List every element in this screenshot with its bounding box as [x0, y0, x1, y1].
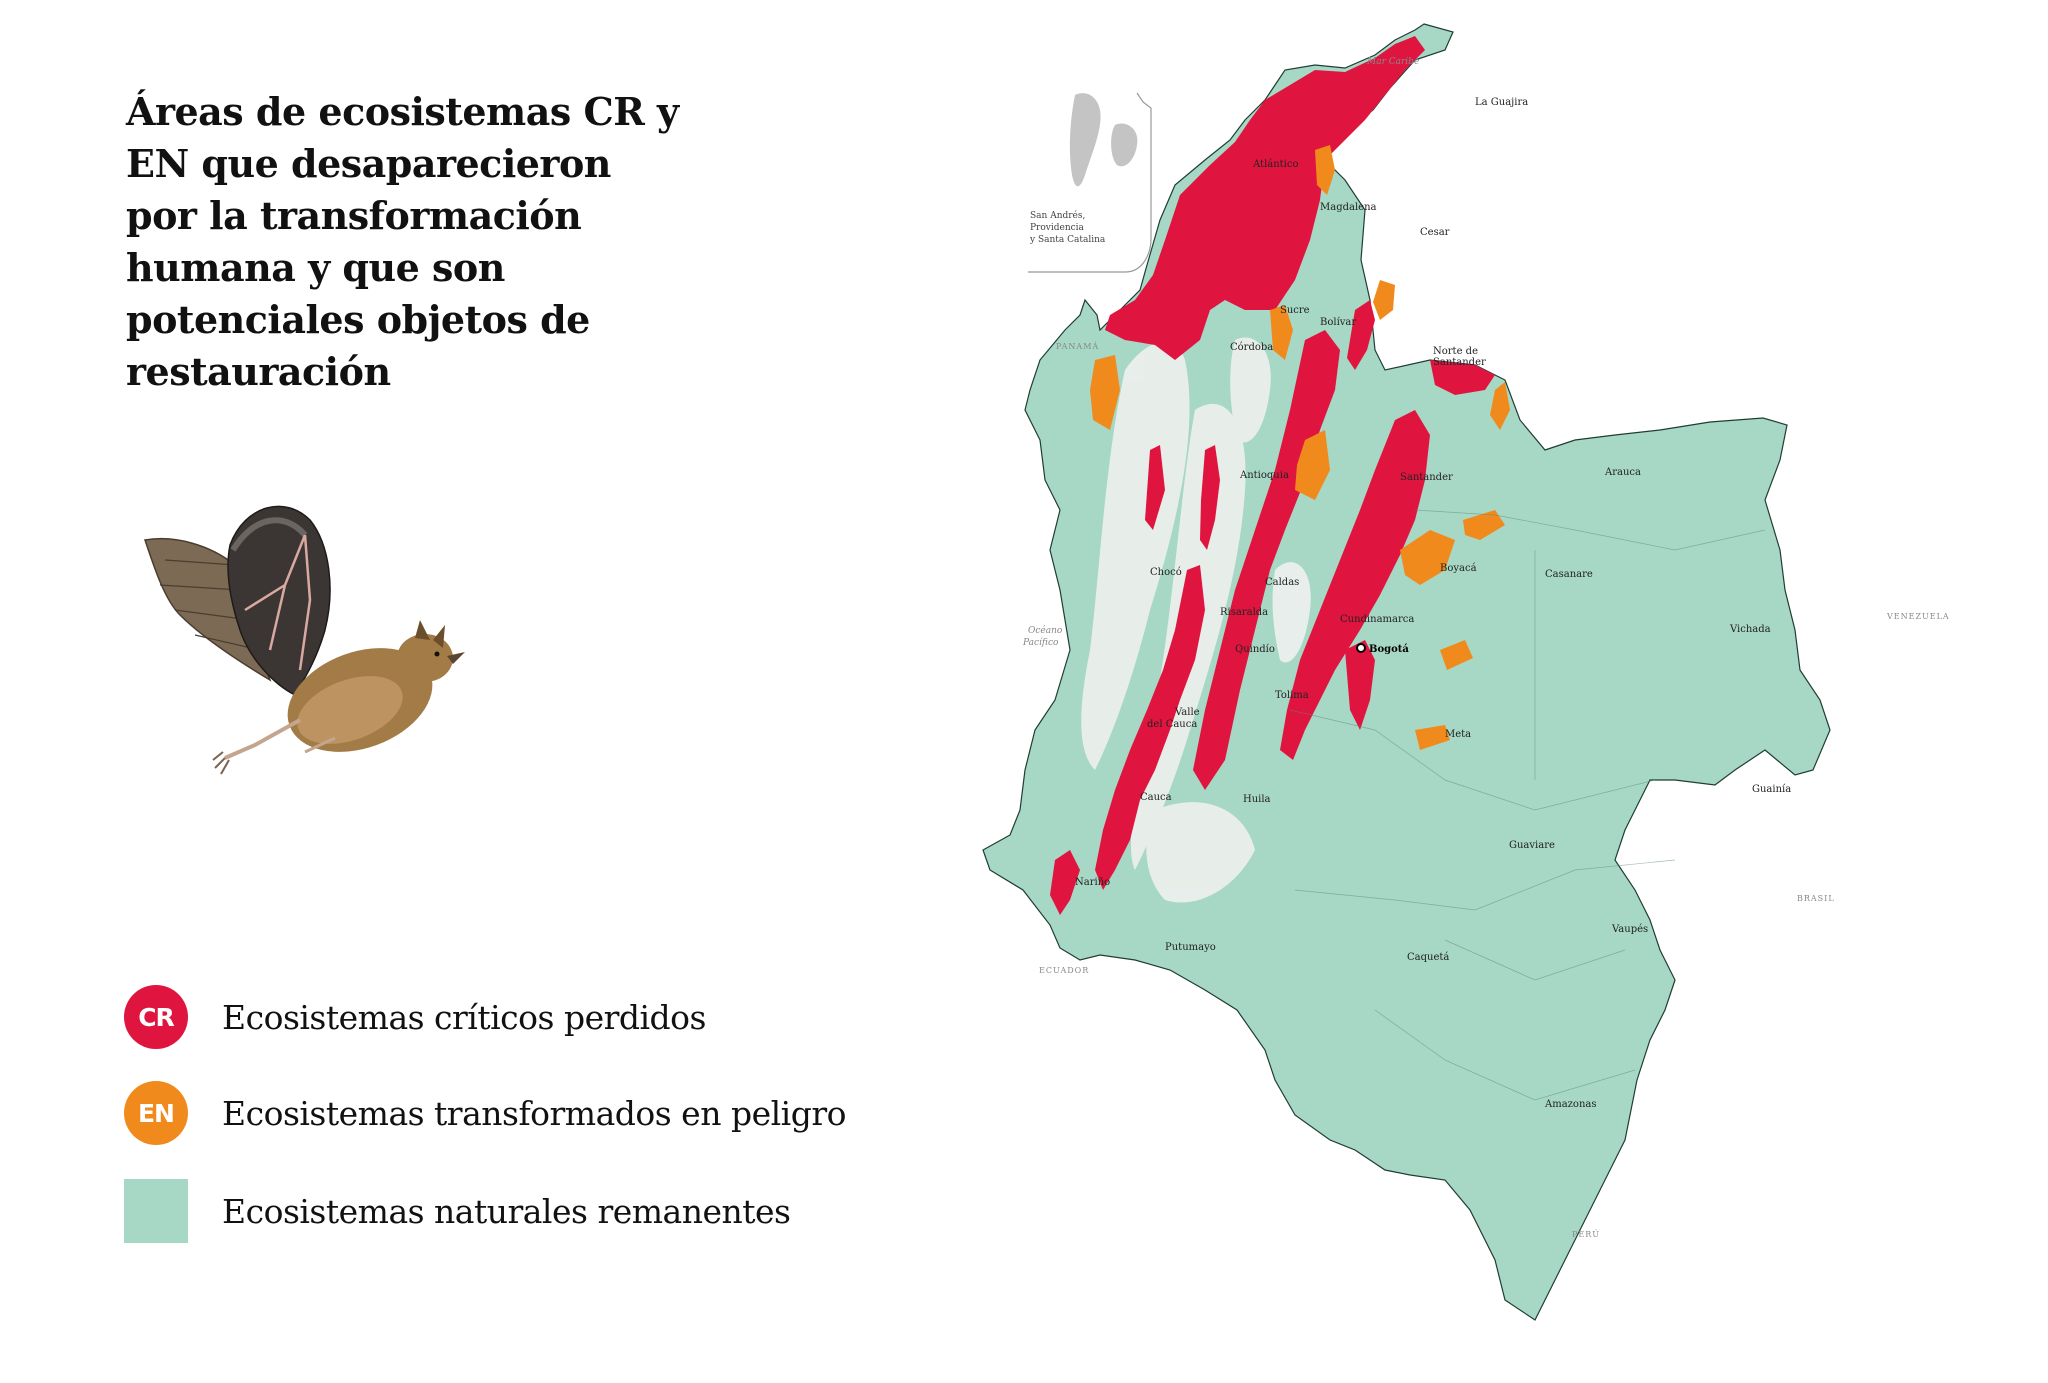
critical-areas	[1050, 36, 1495, 915]
legend-item-endangered: EN Ecosistemas transformados en peligro	[124, 1081, 847, 1145]
colombia-map: San Andrés, Providencia y Santa Catalina	[982, 23, 1950, 1321]
pacific-ocean-label-1: Océano	[1028, 625, 1063, 636]
dept-label-magdalena: Magdalena	[1320, 202, 1377, 213]
dept-label-casanare: Casanare	[1545, 569, 1593, 580]
dept-label-quindio: Quindío	[1235, 644, 1275, 655]
dept-label-risaralda: Risaralda	[1220, 607, 1268, 618]
inset-label-line2: Providencia	[1030, 223, 1085, 233]
dept-label-bolivar: Bolívar	[1320, 317, 1356, 328]
legend-item-remnant: Ecosistemas naturales remanentes	[124, 1179, 791, 1243]
bat-illustration	[144, 505, 465, 775]
dept-label-amazonas: Amazonas	[1544, 1099, 1597, 1110]
dept-label-cesar: Cesar	[1420, 227, 1450, 238]
providencia-island-shape	[1111, 123, 1138, 167]
inset-label-line1: San Andrés,	[1030, 210, 1085, 221]
legend-label-endangered: Ecosistemas transformados en peligro	[222, 1093, 847, 1133]
inset-label-line3: y Santa Catalina	[1029, 235, 1106, 245]
cr-badge: CR	[124, 985, 188, 1049]
dept-label-meta: Meta	[1445, 729, 1471, 740]
inset-frame	[1028, 92, 1152, 273]
dept-label-arauca: Arauca	[1604, 467, 1641, 478]
pacific-ocean-label-2: Pacífico	[1022, 637, 1059, 648]
country-label-ecuador: ECUADOR	[1039, 966, 1089, 975]
country-label-brasil: BRASIL	[1797, 894, 1835, 903]
legend-label-remnant: Ecosistemas naturales remanentes	[222, 1191, 791, 1231]
country-label-peru: PERÚ	[1572, 1230, 1600, 1239]
dept-label-atlantico: Atlántico	[1252, 159, 1299, 170]
dept-label-sucre: Sucre	[1280, 305, 1310, 316]
capital-label-bogota: Bogotá	[1369, 644, 1409, 655]
dept-label-guainia: Guainía	[1752, 784, 1791, 795]
legend-item-critical: CR Ecosistemas críticos perdidos	[124, 985, 706, 1049]
dept-label-narino: Nariño	[1075, 877, 1110, 888]
endangered-areas	[1090, 145, 1510, 750]
remnant-swatch	[124, 1179, 188, 1243]
dept-label-valle-2: del Cauca	[1147, 719, 1197, 730]
inset-san-andres: San Andrés, Providencia y Santa Catalina	[1028, 92, 1152, 273]
dept-label-la-guajira: La Guajira	[1475, 97, 1528, 108]
dept-label-norte-santander-2: Santander	[1433, 357, 1486, 368]
dept-label-cundinamarca: Cundinamarca	[1340, 614, 1414, 625]
dept-label-tolima: Tolima	[1275, 690, 1309, 701]
department-boundaries	[1289, 509, 1766, 1101]
dept-label-norte-santander-1: Norte de	[1433, 346, 1478, 357]
dept-label-putumayo: Putumayo	[1165, 942, 1216, 953]
colombia-outline	[982, 23, 1831, 1321]
dept-label-cordoba: Córdoba	[1230, 342, 1273, 353]
dept-label-choco: Chocó	[1150, 567, 1182, 578]
dept-label-boyaca: Boyacá	[1440, 563, 1477, 574]
en-badge: EN	[124, 1081, 188, 1145]
dept-label-vichada: Vichada	[1729, 624, 1771, 635]
dept-label-valle-1: Valle	[1174, 707, 1200, 718]
legend-label-critical: Ecosistemas críticos perdidos	[222, 997, 706, 1037]
country-label-panama: PANAMÁ	[1056, 342, 1099, 351]
dept-label-huila: Huila	[1243, 794, 1271, 805]
dept-label-caqueta: Caquetá	[1407, 952, 1449, 963]
dept-label-cauca: Cauca	[1140, 792, 1172, 803]
capital-marker	[1356, 643, 1366, 653]
dept-label-vaupes: Vaupés	[1611, 924, 1648, 935]
dept-label-caldas: Caldas	[1265, 577, 1299, 588]
country-label-venezuela: VENEZUELA	[1886, 612, 1950, 621]
san-andres-island-shape	[1069, 93, 1101, 187]
dept-label-guaviare: Guaviare	[1509, 840, 1555, 851]
dept-label-santander: Santander	[1400, 472, 1453, 483]
dept-label-antioquia: Antioquia	[1239, 470, 1289, 481]
map-title: Áreas de ecosistemas CR y EN que desapar…	[126, 89, 679, 394]
caribbean-sea-label: Mar Caribe	[1366, 57, 1419, 67]
